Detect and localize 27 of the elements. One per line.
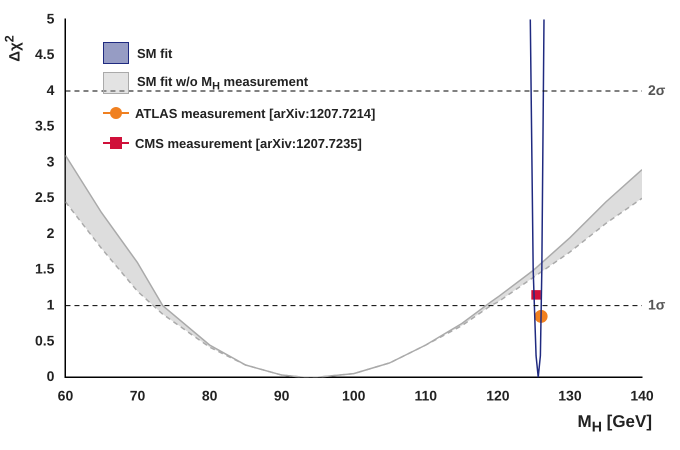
legend-label: CMS measurement [arXiv:1207.7235] xyxy=(135,136,362,150)
y-tick-label: 3 xyxy=(46,153,55,170)
legend-label: SM fit w/o M$_{H}$ measurement xyxy=(137,74,308,92)
y-tick-label: 4.5 xyxy=(34,46,55,62)
y-tick-label: 0.5 xyxy=(34,332,55,348)
y-tick-label: 2 xyxy=(46,224,55,241)
legend-label: ATLAS measurement [arXiv:1207.7214] xyxy=(135,106,376,120)
y-tick-label: 0 xyxy=(46,368,55,384)
y-tick-label: 3.5 xyxy=(34,118,55,134)
y-tick-label: 1 xyxy=(46,296,55,312)
ref-line-label: 2σ xyxy=(648,82,666,98)
y-tick-label: 5 xyxy=(46,10,55,26)
x-tick-label: 90 xyxy=(274,387,290,404)
x-tick-label: 130 xyxy=(558,387,582,404)
x-axis-title: M$_{H}$ [GeV] xyxy=(578,412,652,436)
x-tick-label: 70 xyxy=(130,387,146,404)
legend-label: SM fit xyxy=(137,46,172,60)
x-tick-label: 60 xyxy=(58,387,74,404)
x-tick-label: 80 xyxy=(202,387,218,404)
y-tick-label: 4 xyxy=(46,82,55,98)
x-tick-label: 120 xyxy=(486,387,510,404)
x-tick-label: 140 xyxy=(630,387,654,404)
y-tick-label: 2.5 xyxy=(34,189,55,206)
x-tick-label: 110 xyxy=(414,387,438,404)
y-tick-label: 1.5 xyxy=(34,260,55,277)
x-tick-label: 100 xyxy=(342,387,366,404)
ref-line-label: 1σ xyxy=(648,296,666,312)
